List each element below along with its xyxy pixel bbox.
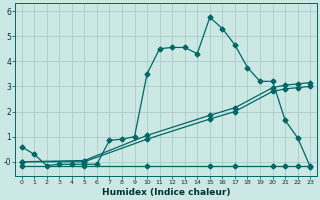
X-axis label: Humidex (Indice chaleur): Humidex (Indice chaleur) [102,188,230,197]
